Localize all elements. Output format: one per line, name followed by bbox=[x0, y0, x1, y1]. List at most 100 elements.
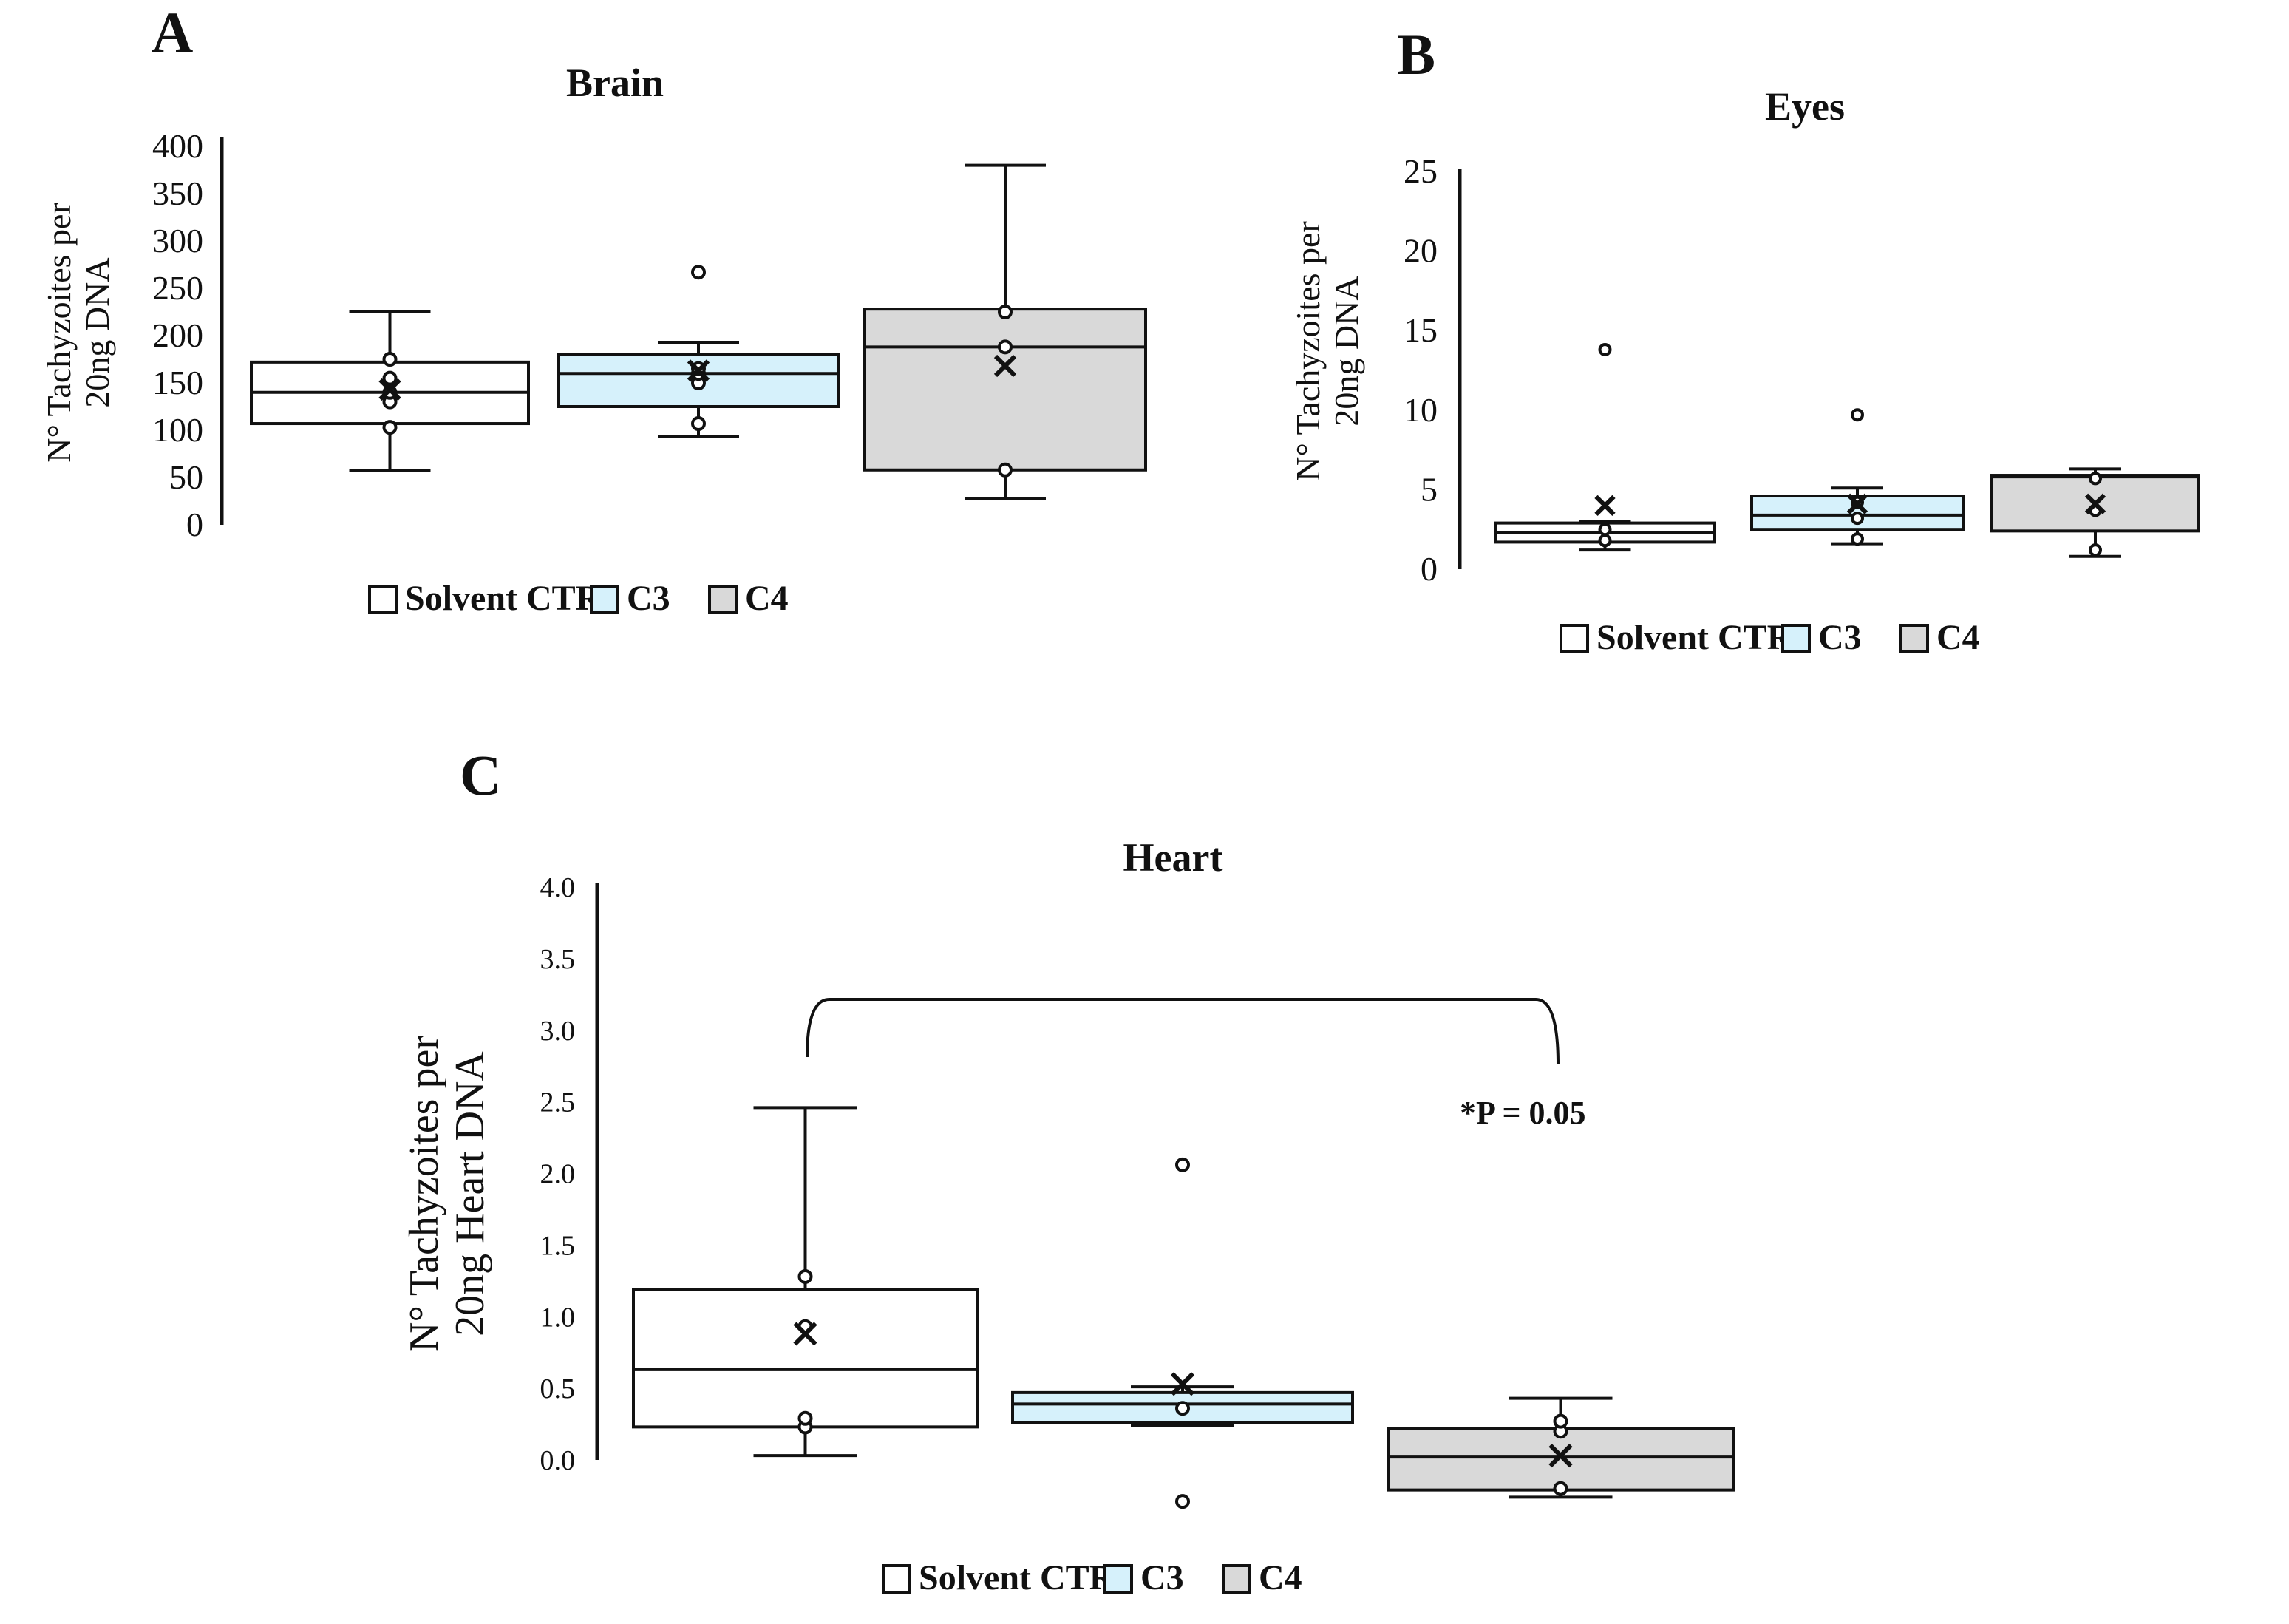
y-axis-title-line: 20ng DNA bbox=[1327, 276, 1365, 426]
data-point bbox=[797, 1268, 813, 1284]
mean-marker bbox=[2084, 493, 2106, 514]
legend-swatch-solvent-ctr bbox=[1560, 624, 1589, 653]
legend-label-c3: C3 bbox=[1140, 1558, 1184, 1597]
mean-marker-stroke bbox=[378, 378, 401, 401]
mean-marker bbox=[1548, 1444, 1573, 1468]
mean-marker bbox=[993, 354, 1017, 378]
data-point bbox=[1851, 512, 1864, 526]
y-tick-label: 2.0 bbox=[540, 1159, 576, 1190]
mean-marker bbox=[1170, 1372, 1195, 1396]
y-tick-label: 0 bbox=[186, 506, 203, 543]
mean-marker-stroke bbox=[1548, 1444, 1573, 1468]
data-point bbox=[2089, 472, 2102, 486]
legend-label-solvent-ctr: Solvent CTR bbox=[1596, 618, 1794, 657]
y-axis-title-line: 20ng Heart DNA bbox=[447, 1051, 493, 1336]
legend-swatch-c4 bbox=[708, 585, 738, 614]
significance-label: *P = 0.05 bbox=[1460, 1095, 1586, 1131]
y-tick-label: 50 bbox=[169, 458, 203, 496]
box-solvent-ctr bbox=[250, 310, 530, 473]
y-tick-label: 2.5 bbox=[540, 1087, 576, 1118]
data-point bbox=[1175, 1401, 1190, 1416]
chart-title: Eyes bbox=[1765, 84, 1845, 129]
outlier-point bbox=[691, 265, 706, 280]
legend-label-solvent-ctr: Solvent CTR bbox=[405, 579, 602, 618]
data-point bbox=[797, 1410, 813, 1426]
mean-marker bbox=[793, 1322, 817, 1346]
y-axis-title-line: 20ng DNA bbox=[78, 257, 116, 407]
iqr-box bbox=[863, 308, 1147, 472]
panel-letter-c: C bbox=[460, 743, 501, 807]
mean-marker-stroke bbox=[1170, 1372, 1195, 1396]
mean-marker-stroke bbox=[793, 1322, 817, 1346]
y-tick-label: 350 bbox=[152, 174, 203, 212]
mean-marker bbox=[1594, 495, 1616, 517]
legend: Solvent CTR C3 C4 bbox=[1560, 618, 1980, 657]
y-tick-label: 250 bbox=[152, 269, 203, 307]
data-point bbox=[998, 305, 1013, 319]
legend-label-c4: C4 bbox=[1259, 1558, 1302, 1597]
y-tick-label: 1.0 bbox=[540, 1302, 576, 1333]
y-tick-label: 10 bbox=[1404, 391, 1438, 429]
legend-swatch-solvent-ctr bbox=[368, 585, 398, 614]
y-axis-title-line: N° Tachyzoites per bbox=[1289, 221, 1327, 481]
y-tick-label: 0.5 bbox=[540, 1373, 576, 1404]
y-tick-label: 150 bbox=[152, 364, 203, 401]
legend-swatch-c4 bbox=[1222, 1564, 1251, 1594]
mean-marker-stroke bbox=[993, 354, 1017, 378]
y-axis-title: N° Tachyzoites per20ng DNA bbox=[1289, 221, 1365, 481]
legend-swatch-c3 bbox=[1781, 624, 1811, 653]
legend-label-c4: C4 bbox=[1936, 618, 1980, 657]
y-tick-label: 0 bbox=[1421, 550, 1438, 588]
y-tick-label: 4.0 bbox=[540, 872, 576, 903]
mean-marker bbox=[378, 378, 401, 401]
y-axis-title: N° Tachyzoites per20ng DNA bbox=[40, 203, 116, 463]
data-point bbox=[691, 416, 706, 432]
y-tick-label: 15 bbox=[1404, 311, 1438, 349]
y-tick-label: 200 bbox=[152, 316, 203, 354]
y-tick-label: 20 bbox=[1404, 232, 1438, 270]
mean-marker-stroke bbox=[1594, 495, 1616, 517]
legend-swatch-c3 bbox=[1103, 1564, 1133, 1594]
mean-marker-stroke bbox=[1846, 493, 1868, 514]
mean-marker bbox=[687, 359, 710, 382]
heart-chart: Heart 0.0 0.5 1.0 1.5 2.0 2.5 3.0 3.5 4.0 N° Tachy… bbox=[401, 835, 1735, 1597]
y-tick-label: 400 bbox=[152, 127, 203, 165]
y-axis-title-line: N° Tachyzoites per bbox=[401, 1036, 447, 1352]
legend-swatch-c3 bbox=[590, 585, 619, 614]
outlier-point bbox=[1175, 1494, 1190, 1509]
panel-letter-b: B bbox=[1397, 22, 1435, 86]
legend-label-c4: C4 bbox=[745, 579, 789, 618]
box-c3 bbox=[1750, 408, 1965, 546]
legend-swatch-c4 bbox=[1899, 624, 1929, 653]
data-point bbox=[1598, 523, 1612, 537]
panel-letter-a: A bbox=[152, 0, 193, 64]
y-tick-label: 300 bbox=[152, 222, 203, 259]
chart-title: Brain bbox=[566, 61, 664, 105]
data-point bbox=[1851, 532, 1864, 546]
y-tick-label: 3.0 bbox=[540, 1016, 576, 1047]
mean-marker bbox=[1846, 493, 1868, 514]
mean-marker-stroke bbox=[2084, 493, 2106, 514]
data-point bbox=[998, 339, 1013, 355]
y-tick-label: 1.5 bbox=[540, 1230, 576, 1261]
box-c4 bbox=[1990, 467, 2200, 558]
y-tick-label: 100 bbox=[152, 411, 203, 449]
box-c3 bbox=[557, 265, 840, 438]
box-c4 bbox=[863, 163, 1147, 500]
legend-label-solvent-ctr: Solvent CTR bbox=[919, 1558, 1116, 1597]
legend-label-c3: C3 bbox=[1818, 618, 1862, 657]
box-solvent-ctr bbox=[632, 1106, 979, 1458]
data-point bbox=[2089, 543, 2102, 557]
outlier-point bbox=[1175, 1157, 1190, 1172]
eyes-chart: Eyes 0 5 10 15 20 25 N° Tachyzoites per20ng DNA… bbox=[1289, 84, 2200, 657]
y-tick-label: 0.0 bbox=[540, 1445, 576, 1476]
y-tick-label: 25 bbox=[1404, 152, 1438, 190]
y-axis-title: N° Tachyzoites per20ng Heart DNA bbox=[401, 1036, 493, 1352]
data-point bbox=[382, 352, 398, 367]
outlier-point bbox=[1598, 343, 1612, 357]
mean-marker-stroke bbox=[687, 359, 710, 382]
data-point bbox=[998, 462, 1013, 478]
iqr-box bbox=[632, 1288, 979, 1429]
brain-chart: Brain 0 50 100 150 200 250 300 350 400 N° Tachyzoi… bbox=[40, 61, 1147, 618]
